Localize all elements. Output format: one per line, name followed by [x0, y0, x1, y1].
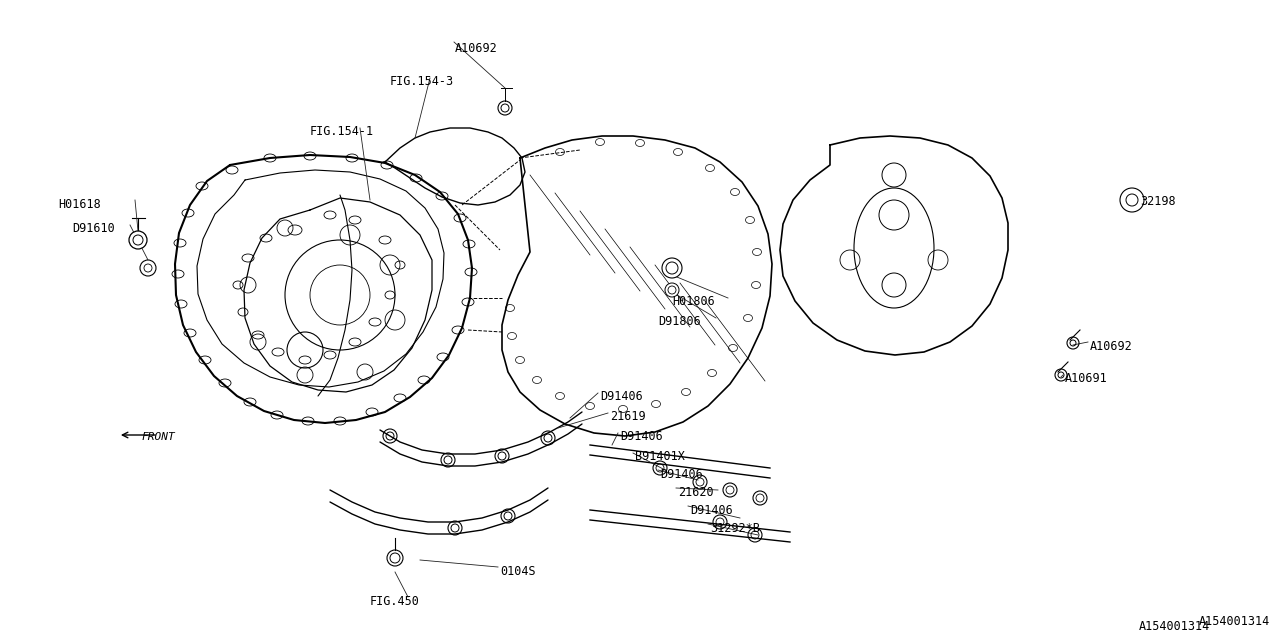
Text: 31292*B: 31292*B [710, 522, 760, 535]
Text: A10691: A10691 [1065, 372, 1107, 385]
Text: A10692: A10692 [454, 42, 498, 55]
Text: A154001314: A154001314 [1139, 620, 1210, 633]
Text: 21619: 21619 [611, 410, 645, 423]
Text: A154001314: A154001314 [1199, 615, 1270, 628]
Circle shape [129, 231, 147, 249]
Text: H01618: H01618 [58, 198, 101, 211]
Text: 32198: 32198 [1140, 195, 1175, 208]
Text: D91406: D91406 [600, 390, 643, 403]
Text: B91401X: B91401X [635, 450, 685, 463]
Text: H01806: H01806 [672, 295, 714, 308]
Text: D91406: D91406 [690, 504, 732, 517]
Text: D91806: D91806 [658, 315, 700, 328]
Text: D91406: D91406 [620, 430, 663, 443]
Circle shape [140, 260, 156, 276]
Text: A10692: A10692 [1091, 340, 1133, 353]
Text: FIG.154-1: FIG.154-1 [310, 125, 374, 138]
Text: D91406: D91406 [660, 468, 703, 481]
Text: FIG.154-3: FIG.154-3 [390, 75, 454, 88]
Text: D91610: D91610 [72, 222, 115, 235]
Text: FIG.450: FIG.450 [370, 595, 420, 608]
Text: 21620: 21620 [678, 486, 714, 499]
Circle shape [666, 283, 678, 297]
Circle shape [1120, 188, 1144, 212]
Circle shape [662, 258, 682, 278]
Text: FRONT: FRONT [142, 432, 175, 442]
Text: 0104S: 0104S [500, 565, 535, 578]
